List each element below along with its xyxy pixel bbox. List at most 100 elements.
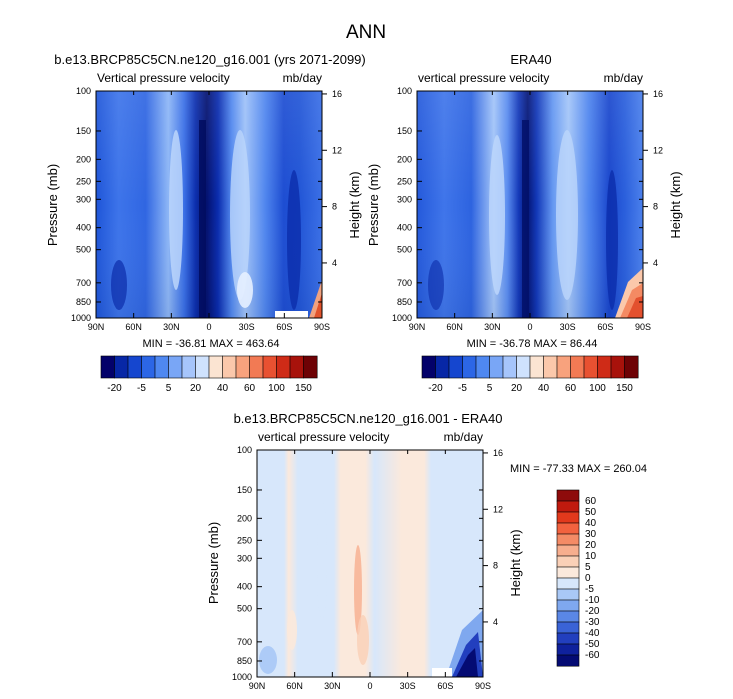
colorbar-box	[597, 355, 612, 379]
y2-tick-label: 4	[493, 617, 498, 627]
colorbar-box	[127, 355, 142, 379]
x-tick-label: 30S	[239, 322, 255, 332]
y2-tick-label: 16	[493, 448, 503, 458]
panel-obs-left-label: vertical pressure velocity	[418, 71, 549, 85]
panel-diff-feature	[456, 648, 478, 677]
colorbar-label: 60	[585, 496, 597, 507]
x-tick-label: 90N	[249, 681, 266, 691]
panel-diff-feature	[354, 545, 362, 635]
colorbar-box	[235, 355, 250, 379]
x-tick-label: 30N	[484, 322, 501, 332]
x-tick-label: 90S	[314, 322, 330, 332]
colorbar-box	[610, 355, 625, 379]
y-tick-label: 150	[237, 485, 252, 495]
panel-model-y2label: Height (km)	[347, 171, 362, 238]
x-tick-label: 30S	[400, 681, 416, 691]
colorbar-box	[556, 522, 580, 535]
y-tick-label: 200	[397, 154, 412, 164]
panel-model-title: b.e13.BRCP85C5CN.ne120_g16.001 (yrs 2071…	[54, 52, 365, 67]
colorbar-box	[289, 355, 304, 379]
colorbar-label: 0	[585, 573, 591, 584]
panel-obs-stats: MIN = -36.78 MAX = 86.44	[467, 338, 598, 350]
colorbar-box	[529, 355, 544, 379]
y-tick-label: 700	[76, 278, 91, 288]
y-tick-label: 400	[237, 582, 252, 592]
x-tick-label: 60N	[446, 322, 463, 332]
colorbar-label: 50	[585, 507, 597, 518]
colorbar-label: -5	[458, 383, 467, 394]
panel-model-feature	[199, 120, 206, 318]
panel-diff-left-label: vertical pressure velocity	[258, 430, 389, 444]
x-tick-label: 0	[367, 681, 372, 691]
colorbar-box	[154, 355, 169, 379]
y-tick-label: 200	[237, 513, 252, 523]
y-tick-label: 500	[237, 604, 252, 614]
panel-model-y2-axis: 4 8 12 16	[322, 89, 342, 268]
y-tick-label: 250	[237, 535, 252, 545]
x-tick-label: 30N	[324, 681, 341, 691]
colorbar-label: 10	[585, 551, 597, 562]
colorbar-box	[556, 621, 580, 634]
colorbar-label: 20	[585, 540, 597, 551]
colorbar-label: -5	[585, 584, 594, 595]
y2-tick-label: 16	[332, 89, 342, 99]
panel-obs-x-axis: 90N 60N 30N 0 30S 60S 90S	[409, 91, 651, 332]
y-tick-label: 200	[76, 154, 91, 164]
y2-tick-label: 8	[332, 202, 337, 212]
y-tick-label: 100	[237, 445, 252, 455]
x-tick-label: 60N	[125, 322, 142, 332]
y-tick-label: 300	[397, 194, 412, 204]
y-tick-label: 150	[397, 126, 412, 136]
x-tick-label: 0	[527, 322, 532, 332]
colorbar-label: 5	[487, 383, 493, 394]
x-tick-label: 60S	[597, 322, 613, 332]
colorbar-label: -30	[585, 617, 600, 628]
colorbar-label: -50	[585, 639, 600, 650]
y-tick-label: 1000	[392, 313, 412, 323]
y2-tick-label: 4	[653, 258, 658, 268]
y-tick-label: 700	[237, 637, 252, 647]
panel-model-x-axis: 90N 60N 30N 0 30S 60S 90S	[88, 91, 330, 332]
colorbar-box	[208, 355, 223, 379]
y2-tick-label: 12	[332, 145, 342, 155]
colorbar-box	[516, 355, 531, 379]
x-tick-label: 90S	[635, 322, 651, 332]
panel-diff-feature	[259, 646, 277, 674]
y-tick-label: 1000	[71, 313, 91, 323]
x-tick-label: 60S	[437, 681, 453, 691]
colorbar-box	[435, 355, 450, 379]
y2-tick-label: 12	[493, 504, 503, 514]
colorbar-label: 20	[511, 383, 523, 394]
colorbar-label: 5	[585, 562, 591, 573]
colorbar-box	[276, 355, 291, 379]
panel-diff-right-label: mb/day	[444, 430, 483, 444]
panel-obs-y2label: Height (km)	[668, 171, 683, 238]
colorbar-box	[181, 355, 196, 379]
colorbar-box	[556, 577, 580, 590]
colorbar-box	[222, 355, 237, 379]
panel-obs-shade	[417, 91, 643, 318]
colorbar-label: 60	[565, 383, 577, 394]
panel-obs-feature	[606, 170, 618, 310]
colorbar-box	[249, 355, 264, 379]
colorbar-box	[502, 355, 517, 379]
x-tick-label: 60S	[276, 322, 292, 332]
panel-obs-feature	[428, 260, 444, 310]
x-tick-label: 90N	[88, 322, 105, 332]
y-tick-label: 1000	[232, 672, 252, 682]
colorbar-label: 100	[268, 383, 285, 394]
colorbar-box	[556, 544, 580, 557]
panel-model: b.e13.BRCP85C5CN.ne120_g16.001 (yrs 2071…	[45, 52, 366, 394]
x-tick-label: 30N	[163, 322, 180, 332]
x-tick-label: 90N	[409, 322, 426, 332]
colorbar-box	[556, 555, 580, 568]
colorbar-box	[556, 632, 580, 645]
panel-diff-feature	[357, 615, 369, 665]
colorbar-label: 60	[244, 383, 256, 394]
colorbar-box	[303, 355, 318, 379]
x-tick-label: 30S	[560, 322, 576, 332]
colorbar-box	[489, 355, 504, 379]
colorbar-box	[421, 355, 436, 379]
panel-model-feature	[169, 130, 183, 290]
y-tick-label: 500	[76, 245, 91, 255]
